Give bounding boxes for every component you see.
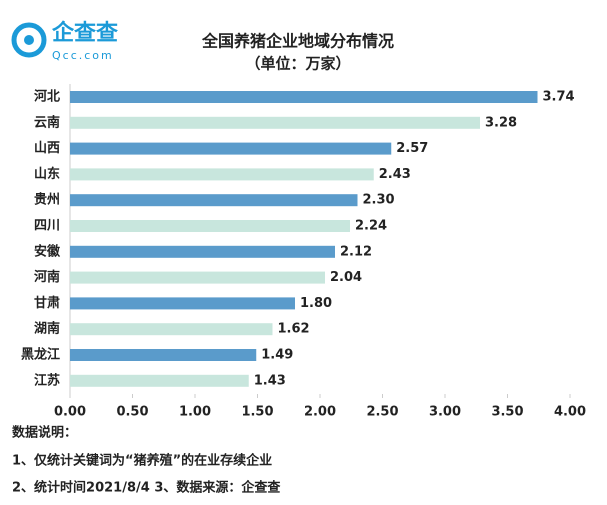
value-label: 2.04	[330, 270, 362, 285]
note: 数据说明：	[12, 425, 77, 441]
chart-subtitle: （单位：万家）	[245, 55, 350, 73]
value-label: 2.30	[363, 193, 395, 208]
logo-name: 企查查	[51, 20, 118, 46]
value-label: 1.62	[278, 322, 310, 337]
logo-site: Qcc.com	[52, 49, 114, 62]
y-tick-label: 贵州	[34, 192, 60, 208]
y-tick-label: 甘肃	[34, 295, 60, 311]
bar	[70, 297, 295, 310]
value-label: 2.57	[396, 141, 428, 156]
y-tick-label: 安徽	[34, 243, 61, 259]
y-tick-label: 江苏	[34, 372, 60, 388]
value-label: 1.43	[254, 373, 286, 388]
bar	[70, 323, 273, 336]
bar	[70, 168, 374, 181]
x-tick-label: 0.50	[116, 405, 148, 420]
y-tick-label: 云南	[34, 114, 60, 130]
y-tick-label: 河北	[34, 89, 60, 105]
logo-icon	[11, 22, 47, 58]
value-label: 3.74	[543, 90, 575, 105]
y-tick-label: 河南	[34, 269, 60, 285]
x-tick-label: 1.50	[241, 405, 273, 420]
logo-dot	[24, 35, 34, 45]
bar	[70, 220, 350, 232]
bar	[70, 349, 257, 361]
bar	[70, 116, 480, 129]
x-tick-label: 2.50	[366, 405, 398, 420]
y-tick-label: 山西	[34, 140, 60, 156]
note: 2、统计时间2021/8/4 3、数据来源：企查查	[12, 480, 281, 496]
y-tick-label: 湖南	[34, 321, 60, 337]
note: 1、仅统计关键词为“猪养殖”的在业存续企业	[12, 453, 272, 469]
value-label: 2.43	[379, 167, 411, 182]
value-label: 1.49	[261, 348, 293, 363]
y-tick-label: 四川	[34, 219, 60, 234]
x-tick-label: 3.00	[429, 405, 461, 420]
x-tick-label: 1.00	[179, 405, 211, 420]
bar	[70, 374, 249, 387]
x-tick-label: 0.00	[54, 405, 86, 420]
bar	[70, 142, 392, 155]
x-tick-label: 2.00	[304, 405, 336, 420]
logo: 企查查 Qcc.com	[11, 20, 118, 62]
x-tick-label: 4.00	[554, 405, 586, 420]
bar	[70, 91, 538, 103]
y-tick-label: 山东	[34, 166, 60, 182]
chart-title: 全国养猪企业地域分布情况	[201, 32, 394, 51]
bar	[70, 271, 325, 284]
x-tick-label: 3.50	[491, 405, 523, 420]
value-label: 1.80	[300, 296, 332, 311]
value-label: 2.12	[340, 244, 372, 259]
bar	[70, 194, 358, 207]
bar	[70, 245, 335, 258]
value-label: 2.24	[355, 219, 387, 234]
value-label: 3.28	[485, 115, 517, 130]
y-tick-label: 黑龙江	[21, 347, 60, 363]
